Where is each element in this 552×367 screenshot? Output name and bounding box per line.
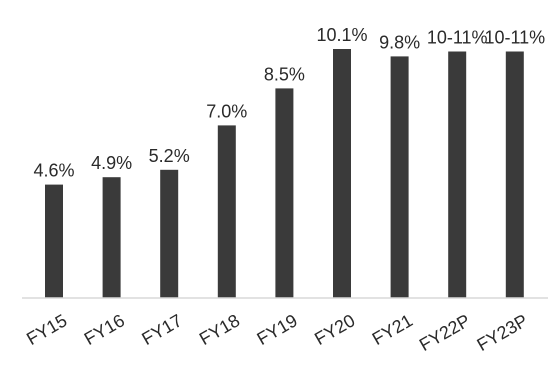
data-label-fy20: 10.1% bbox=[316, 25, 367, 45]
bar-fy15 bbox=[45, 184, 63, 298]
data-label-fy19: 8.5% bbox=[264, 64, 305, 84]
bar-fy21 bbox=[390, 56, 409, 299]
x-tick-label-fy15: FY15 bbox=[23, 310, 70, 349]
data-label-fy18: 7.0% bbox=[206, 101, 247, 121]
bar-fy22p bbox=[448, 51, 467, 298]
data-label-fy23p: 10-11% bbox=[484, 28, 545, 48]
bar-fy19 bbox=[275, 88, 294, 299]
data-labels-group: 4.6% 4.9% 5.2% 7.0% 8.5% 10.1% 9.8% 10-11%10-11… bbox=[33, 25, 545, 181]
data-label-fy17: 5.2% bbox=[149, 146, 190, 166]
x-tick-label-fy20: FY20 bbox=[311, 310, 358, 349]
data-label-fy16: 4.9% bbox=[91, 153, 132, 173]
x-tick-label-fy18: FY18 bbox=[196, 310, 243, 349]
bar-fy16 bbox=[102, 177, 121, 298]
bars-group bbox=[45, 49, 524, 299]
data-label-fy21: 9.8% bbox=[379, 32, 420, 52]
data-label-fy22p: 10-11% bbox=[427, 28, 488, 48]
bar-fy23p bbox=[505, 51, 524, 298]
x-tick-label-fy21: FY21 bbox=[369, 310, 416, 349]
x-tick-label-fy19: FY19 bbox=[254, 310, 301, 349]
x-tick-label-fy17: FY17 bbox=[138, 310, 185, 349]
bar-fy17 bbox=[160, 169, 179, 298]
bar-fy18 bbox=[217, 125, 236, 299]
x-tick-label-fy22p: FY22P bbox=[416, 310, 474, 355]
x-tick-label-fy16: FY16 bbox=[81, 310, 128, 349]
x-tick-labels-group: FY15 FY16 FY17 FY18 FY19 FY20 FY21 FY22P FY23P bbox=[23, 310, 531, 355]
bar-fy20 bbox=[333, 49, 351, 298]
data-label-fy15: 4.6% bbox=[33, 161, 74, 181]
x-tick-label-fy23p: FY23P bbox=[474, 310, 532, 355]
